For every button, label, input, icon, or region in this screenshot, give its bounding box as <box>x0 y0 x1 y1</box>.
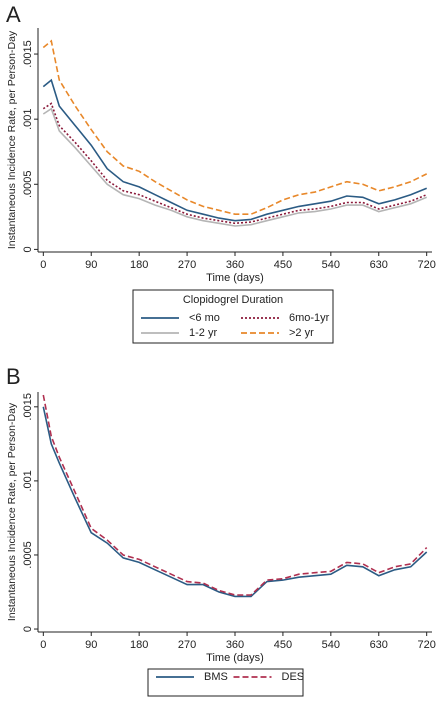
legend-title: Clopidogrel Duration <box>183 294 283 306</box>
x-tick-label: 180 <box>130 259 148 271</box>
series-line <box>42 39 428 215</box>
panel-label: B <box>6 364 21 389</box>
x-tick-label: 360 <box>226 639 244 651</box>
y-tick-label: .0015 <box>22 393 34 421</box>
x-tick-label: 540 <box>322 259 340 271</box>
legend-label: 1-2 yr <box>189 327 217 339</box>
legend-label: >2 yr <box>289 327 314 339</box>
x-tick-label: 450 <box>274 259 292 271</box>
legend-box <box>132 289 334 344</box>
x-tick-label: 540 <box>322 639 340 651</box>
x-tick-label: 270 <box>178 259 196 271</box>
legend-label: BMS <box>204 671 228 683</box>
panel-label: A <box>6 2 21 27</box>
x-tick-label: 180 <box>130 639 148 651</box>
x-tick-label: 630 <box>370 639 388 651</box>
x-tick-label: 360 <box>226 259 244 271</box>
y-tick-label: .0005 <box>22 171 34 199</box>
x-tick-label: 90 <box>85 639 97 651</box>
y-tick-label: 0 <box>22 246 34 252</box>
x-tick-label: 630 <box>370 259 388 271</box>
x-tick-label: 0 <box>40 259 46 271</box>
y-axis-label: Instantaneous Incidence Rate, per Person… <box>6 30 18 249</box>
series-line <box>42 78 428 222</box>
x-axis-label: Time (days) <box>206 272 264 284</box>
x-tick-label: 270 <box>178 639 196 651</box>
series-line <box>42 102 428 225</box>
legend-label: 6mo-1yr <box>289 312 330 324</box>
y-axis-label: Instantaneous Incidence Rate, per Person… <box>6 402 18 621</box>
x-tick-label: 450 <box>274 639 292 651</box>
x-tick-label: 720 <box>417 639 435 651</box>
legend-label: DES <box>282 671 305 683</box>
y-tick-label: .0015 <box>22 40 34 68</box>
legend-label: <6 mo <box>189 312 220 324</box>
legend-box <box>147 668 304 697</box>
series-line <box>42 107 428 227</box>
y-tick-label: .001 <box>22 470 34 491</box>
x-tick-label: 0 <box>40 639 46 651</box>
y-tick-label: .0005 <box>22 541 34 569</box>
x-axis-label: Time (days) <box>206 652 264 664</box>
series-line <box>42 394 428 596</box>
x-tick-label: 720 <box>417 259 435 271</box>
y-tick-label: 0 <box>22 626 34 632</box>
series-line <box>42 406 428 598</box>
y-tick-label: .001 <box>22 108 34 129</box>
x-tick-label: 90 <box>85 259 97 271</box>
